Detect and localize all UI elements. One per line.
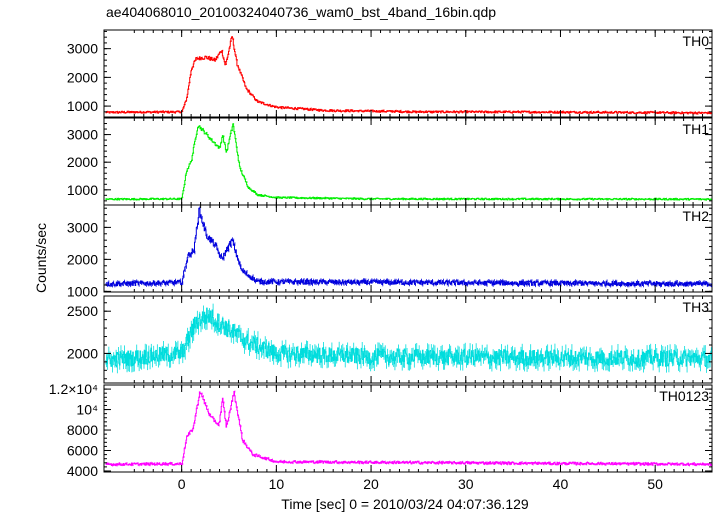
error-bars-th0123 [106,390,712,467]
x-tick-label: 10 [269,476,285,492]
panel-frame-th0 [103,29,713,118]
panel-frame-th3 [103,295,713,384]
y-tick-label: 2500 [67,303,98,319]
y-tick-label: 6000 [67,443,98,459]
panel-label-th0: TH0 [683,33,710,49]
panel-frame-th1 [103,117,713,206]
series-line-th0 [105,36,712,115]
panel-label-th1: TH1 [683,121,710,137]
y-tick-label: 4000 [67,463,98,479]
y-axis-label: Counts/sec [33,223,49,293]
x-tick-label: 20 [363,476,379,492]
series-line-th2 [105,207,712,287]
x-axis-label: Time [sec] 0 = 2010/03/24 04:07:36.129 [281,496,529,512]
x-tick-label: 30 [458,476,474,492]
y-tick-label: 2000 [67,154,98,170]
y-tick-label: 2000 [67,69,98,85]
panel-label-th0123: TH0123 [659,388,709,404]
x-tick-label: 50 [647,476,663,492]
y-tick-label: 3000 [67,127,98,143]
y-tick-label: 3000 [67,41,98,57]
error-bars-th0 [106,36,712,115]
y-tick-label: 2000 [67,345,98,361]
series-line-th0123 [105,391,712,466]
y-tick-label: 10⁴ [76,402,98,418]
panel-label-th3: TH3 [683,299,710,315]
y-tick-label: 1000 [67,98,98,114]
panel-frame-th0123 [103,384,713,473]
y-tick-label: 1.2×10⁴ [49,381,98,397]
error-bars-th1 [106,123,712,201]
x-tick-label: 40 [553,476,569,492]
panel-label-th2: TH2 [683,208,710,224]
chart-title: ae404068010_20100324040736_wam0_bst_4ban… [106,4,496,20]
y-tick-label: 2000 [67,251,98,267]
x-tick-label: 0 [178,476,186,492]
y-tick-label: 1000 [67,182,98,198]
error-bars-th2 [106,206,712,288]
y-tick-label: 8000 [67,422,98,438]
y-tick-label: 1000 [67,283,98,299]
panel-frame-th2 [103,204,713,293]
panels-group: 1000 2000 3000 TH0 1000 2000 3000 TH1 1000 2000 30… [49,29,713,492]
series-line-th1 [105,123,712,201]
y-tick-label: 3000 [67,219,98,235]
error-bars-th3 [106,303,712,374]
